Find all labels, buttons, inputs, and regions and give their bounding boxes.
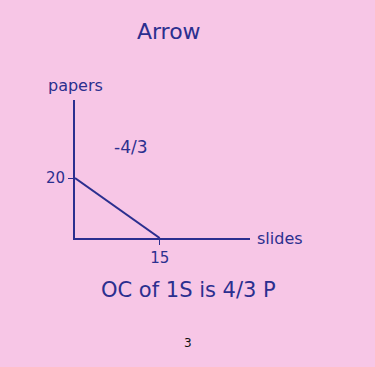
svg-text:3: 3 <box>184 336 192 350</box>
svg-text:Arrow: Arrow <box>137 19 201 44</box>
svg-text:OC of 1S is 4/3 P: OC of 1S is 4/3 P <box>101 278 276 302</box>
svg-text:papers: papers <box>48 76 103 95</box>
svg-text:15: 15 <box>150 249 169 267</box>
svg-text:slides: slides <box>257 229 303 248</box>
svg-text:20: 20 <box>46 169 65 187</box>
svg-text:-4/3: -4/3 <box>114 137 148 157</box>
